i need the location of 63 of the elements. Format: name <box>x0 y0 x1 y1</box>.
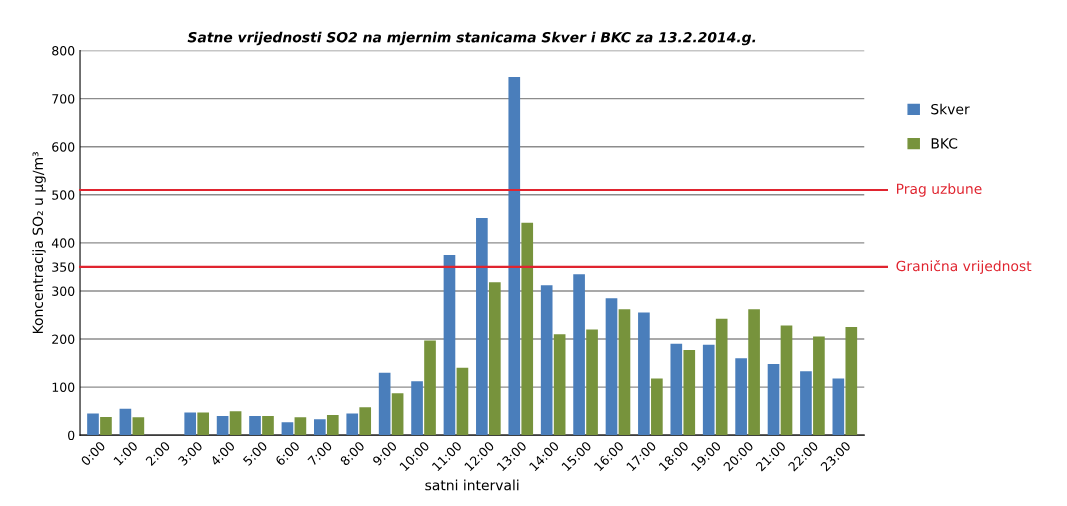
bar <box>845 327 858 436</box>
bar <box>780 325 793 436</box>
bar <box>670 343 683 436</box>
bar <box>638 312 650 436</box>
y-tick-label: 100 <box>52 382 75 393</box>
chart-title: Satne vrijednosti SO2 na mjernim stanicama Skver i BKC za 13.2.2014.g. <box>187 31 756 46</box>
bar <box>132 417 145 436</box>
y-tick-label: 800 <box>52 46 75 56</box>
y-axis-title: Koncentracija SO₂ u µg/m³ <box>32 152 46 334</box>
bar <box>476 217 488 436</box>
bar <box>702 344 715 436</box>
bar <box>281 422 294 436</box>
bar <box>424 340 436 436</box>
bar <box>411 381 423 436</box>
bar <box>715 318 728 436</box>
bar <box>800 371 812 436</box>
y-tick-label: 300 <box>52 286 75 296</box>
bar <box>262 415 274 436</box>
bar <box>605 298 618 436</box>
y-tick-label: 0 <box>68 430 75 441</box>
bar <box>832 378 845 436</box>
bar <box>119 408 132 436</box>
y-tick-label: 200 <box>52 334 75 344</box>
bar <box>100 416 112 436</box>
ref-line-label: Granična vrijednost <box>896 259 1032 274</box>
bar <box>197 412 209 436</box>
legend-label: Skver <box>931 103 970 115</box>
bar <box>184 412 197 436</box>
bar <box>216 415 229 436</box>
bar <box>378 372 391 436</box>
bar <box>683 350 696 436</box>
y-tick-label: 500 <box>52 190 75 200</box>
bar <box>489 282 501 436</box>
bar <box>651 378 663 436</box>
y-tick-label: 350 <box>52 262 75 272</box>
legend-label: BKC <box>931 138 958 149</box>
x-axis-title: satni intervali <box>425 479 519 491</box>
bar <box>326 414 339 436</box>
bar <box>87 413 99 436</box>
bar <box>813 336 825 436</box>
bar <box>456 367 469 436</box>
bar <box>249 415 261 436</box>
bar <box>508 77 521 436</box>
bar <box>391 393 404 436</box>
bar <box>294 417 307 436</box>
y-tick-label: 600 <box>52 142 75 152</box>
bar <box>618 309 631 436</box>
bar <box>346 413 359 436</box>
bar <box>553 334 566 436</box>
bar <box>443 254 456 436</box>
bar <box>748 309 760 436</box>
y-tick-label: 700 <box>52 94 75 104</box>
bar <box>767 364 780 436</box>
bar <box>314 419 326 436</box>
bar <box>586 329 598 436</box>
y-tick-label: 400 <box>51 238 75 248</box>
bar <box>573 274 585 436</box>
ref-line-label: Prag uzbune <box>897 183 982 197</box>
bar <box>229 411 242 436</box>
bar <box>735 358 747 436</box>
bar <box>540 285 553 436</box>
bar <box>359 407 372 436</box>
bar <box>521 222 534 436</box>
